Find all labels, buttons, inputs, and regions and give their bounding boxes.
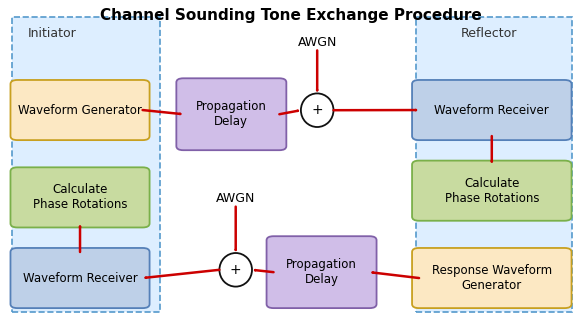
FancyBboxPatch shape <box>412 248 572 308</box>
FancyBboxPatch shape <box>10 80 150 140</box>
Ellipse shape <box>301 93 333 127</box>
FancyBboxPatch shape <box>412 161 572 221</box>
FancyBboxPatch shape <box>416 17 572 312</box>
Text: AWGN: AWGN <box>216 192 255 205</box>
Text: Reflector: Reflector <box>461 27 517 40</box>
Text: Waveform Receiver: Waveform Receiver <box>434 103 549 117</box>
FancyBboxPatch shape <box>176 78 286 150</box>
Text: +: + <box>230 263 242 277</box>
FancyBboxPatch shape <box>412 80 572 140</box>
FancyBboxPatch shape <box>267 236 377 308</box>
Text: Response Waveform
Generator: Response Waveform Generator <box>432 264 552 292</box>
FancyBboxPatch shape <box>10 167 150 227</box>
Text: AWGN: AWGN <box>297 36 337 49</box>
Text: Waveform Receiver: Waveform Receiver <box>23 271 137 285</box>
Text: Calculate
Phase Rotations: Calculate Phase Rotations <box>33 183 127 211</box>
Text: Channel Sounding Tone Exchange Procedure: Channel Sounding Tone Exchange Procedure <box>100 8 482 24</box>
FancyBboxPatch shape <box>10 248 150 308</box>
Text: +: + <box>311 103 323 117</box>
Text: Propagation
Delay: Propagation Delay <box>196 100 267 128</box>
FancyBboxPatch shape <box>12 17 160 312</box>
Text: Propagation
Delay: Propagation Delay <box>286 258 357 286</box>
Text: Initiator: Initiator <box>28 27 77 40</box>
Text: Calculate
Phase Rotations: Calculate Phase Rotations <box>445 177 539 205</box>
Ellipse shape <box>219 253 252 287</box>
Text: Waveform Generator: Waveform Generator <box>18 103 142 117</box>
